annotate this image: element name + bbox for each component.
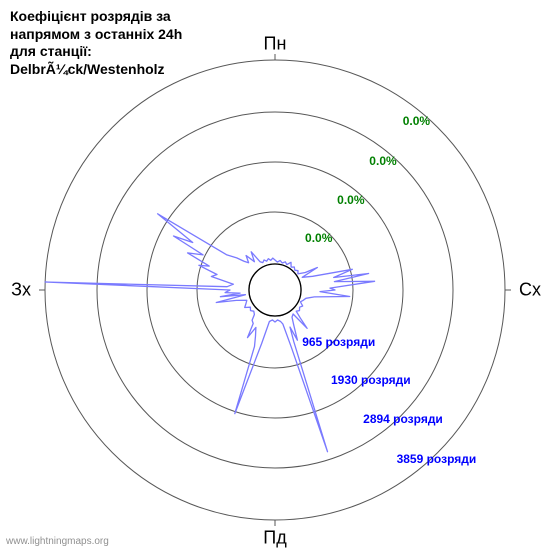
polar-chart-svg [0, 0, 550, 550]
cardinal-west: Зх [11, 280, 31, 301]
chart-title: Коефіцієнт розрядів за напрямом з останн… [10, 8, 190, 78]
pct-label-ring3: 0.0% [369, 154, 396, 168]
cardinal-south: Пд [263, 528, 286, 549]
cardinal-east: Сх [519, 280, 541, 301]
footer-attribution: www.lightningmaps.org [6, 536, 109, 547]
pct-label-ring4: 0.0% [403, 114, 430, 128]
ring-label-3: 2894 розряди [363, 412, 443, 426]
cardinal-north: Пн [264, 34, 287, 55]
pct-label-ring2: 0.0% [337, 193, 364, 207]
ring-label-4: 3859 розряди [397, 452, 477, 466]
ring-label-1: 965 розряди [302, 335, 375, 349]
chart-container: Коефіцієнт розрядів за напрямом з останн… [0, 0, 550, 550]
ring-label-2: 1930 розряди [331, 373, 411, 387]
pct-label-ring1: 0.0% [305, 231, 332, 245]
